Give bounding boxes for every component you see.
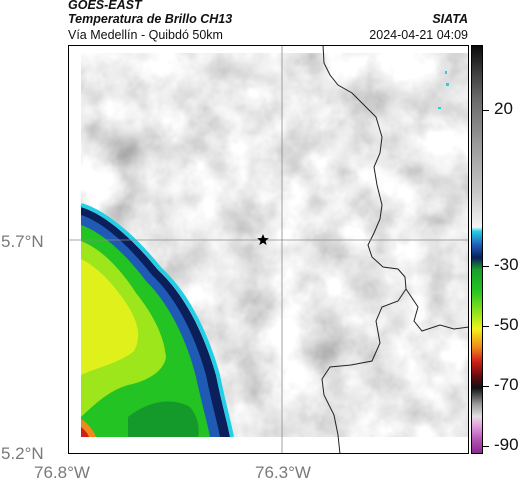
- cold-speck-3: [438, 107, 441, 109]
- star-marker-icon: [257, 234, 269, 245]
- department-border-east-branch: [405, 288, 469, 332]
- colorbar-tick-minus90: [483, 446, 489, 447]
- convective-cell-yellow-patch: [81, 259, 139, 375]
- brightness-temperature-map: [68, 45, 469, 454]
- department-border-north: [322, 45, 407, 290]
- cold-speck-2: [446, 83, 449, 86]
- longitude-label-right: 76.3°W: [255, 463, 311, 482]
- colorbar-tick-20: [483, 110, 489, 111]
- convective-cell-cyan-edge: [80, 203, 234, 438]
- convective-cell-red-spot: [81, 427, 89, 437]
- satellite-title: GOES-EAST: [68, 0, 142, 12]
- latitude-label-upper: 5.7°N: [1, 232, 44, 251]
- latitude-label-lower: 5.2°N: [1, 444, 44, 463]
- brand-label: SIATA: [432, 12, 468, 26]
- colorbar-tick-minus70: [483, 386, 489, 387]
- colorbar-label-minus50: -50: [494, 315, 519, 334]
- colorbar-label-20: 20: [494, 99, 513, 118]
- colorbar-label-minus30: -30: [494, 255, 519, 274]
- cold-speck-1: [445, 71, 447, 74]
- route-subtitle: Vía Medellín - Quibdó 50km: [68, 28, 223, 42]
- colorbar-tick-minus50: [483, 326, 489, 327]
- convective-cell-dark-green-patch: [128, 401, 199, 437]
- colorbar-tick-minus30: [483, 266, 489, 267]
- department-border-south: [321, 288, 407, 454]
- colorbar: [471, 45, 483, 454]
- map-frame: [68, 45, 469, 454]
- datetime-label: 2024-04-21 04:09: [369, 28, 468, 42]
- product-title: Temperatura de Brillo CH13: [68, 12, 233, 26]
- colorbar-label-minus70: -70: [494, 375, 519, 394]
- colorbar-label-minus90: -90: [494, 435, 519, 454]
- longitude-label-left: 76.8°W: [34, 463, 90, 482]
- map-header: GOES-EAST Temperatura de Brillo CH13 Vía…: [68, 0, 468, 46]
